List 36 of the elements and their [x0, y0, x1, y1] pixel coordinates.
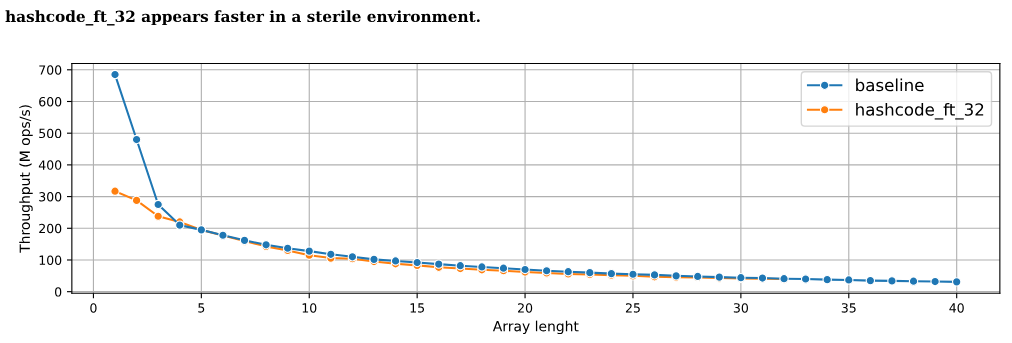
y-tick-label: 500: [39, 128, 62, 139]
x-tick-label: 15: [410, 303, 425, 313]
point: [131, 134, 142, 145]
point: [304, 246, 314, 256]
y-tick-label: 200: [39, 223, 62, 234]
x-tick-label: 35: [841, 303, 856, 313]
point: [326, 249, 336, 259]
y-tick-label: 700: [39, 65, 62, 75]
x-tick-label: 10: [302, 303, 317, 313]
y-tick-label: 600: [39, 96, 62, 107]
point: [844, 275, 854, 285]
x-tick-label: 5: [198, 303, 205, 313]
point: [951, 277, 962, 287]
point: [153, 199, 163, 210]
x-axis-title: Array lenght: [492, 320, 579, 335]
x-tick-label: 0: [90, 303, 97, 313]
y-tick-label: 300: [39, 192, 62, 202]
x-tick-label: 40: [949, 303, 964, 313]
point: [800, 274, 811, 284]
y-tick-label: 400: [38, 160, 62, 170]
point: [822, 274, 832, 285]
point: [153, 211, 163, 221]
y-tick-label: 100: [39, 255, 62, 265]
point: [131, 195, 142, 206]
point: [110, 69, 120, 80]
x-tick-label: 30: [733, 303, 748, 313]
y-tick-label: 0: [55, 287, 62, 297]
point: [887, 276, 897, 286]
x-tick-label: 25: [625, 303, 640, 313]
chart-title: hashcode_ft_32 appears faster in a sterile environment.: [5, 10, 480, 26]
x-tick-label: 20: [518, 303, 533, 313]
point: [110, 186, 120, 196]
legend-label: baseline: [856, 78, 924, 92]
legend-label: hashcode_ft_32: [856, 102, 984, 120]
point: [908, 276, 919, 286]
y-axis-title: Throughput (M ops/s): [19, 105, 33, 253]
